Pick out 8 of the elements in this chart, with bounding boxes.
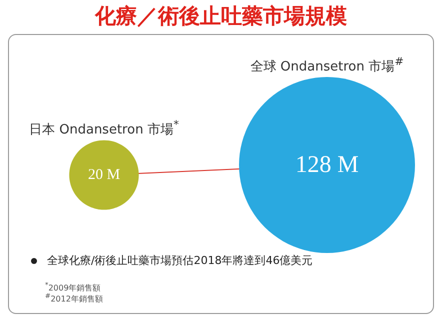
category-label: 全球 Ondansetron 市場$^{#}$ bbox=[249, 55, 405, 76]
data-label: 128 M bbox=[295, 152, 359, 178]
text: $^{*}$2009年銷售額 bbox=[45, 281, 101, 293]
text: 化療／術後止吐藥市場規模 bbox=[94, 3, 348, 30]
category-label: 日本 Ondansetron 市場$^{*}$ bbox=[28, 118, 180, 139]
text: 全球化療/術後止吐藥市場預估2018年將達到46億美元 bbox=[47, 253, 313, 268]
data-label: 20 M bbox=[88, 167, 120, 183]
text: $^{#}$2012年銷售額 bbox=[45, 292, 103, 305]
